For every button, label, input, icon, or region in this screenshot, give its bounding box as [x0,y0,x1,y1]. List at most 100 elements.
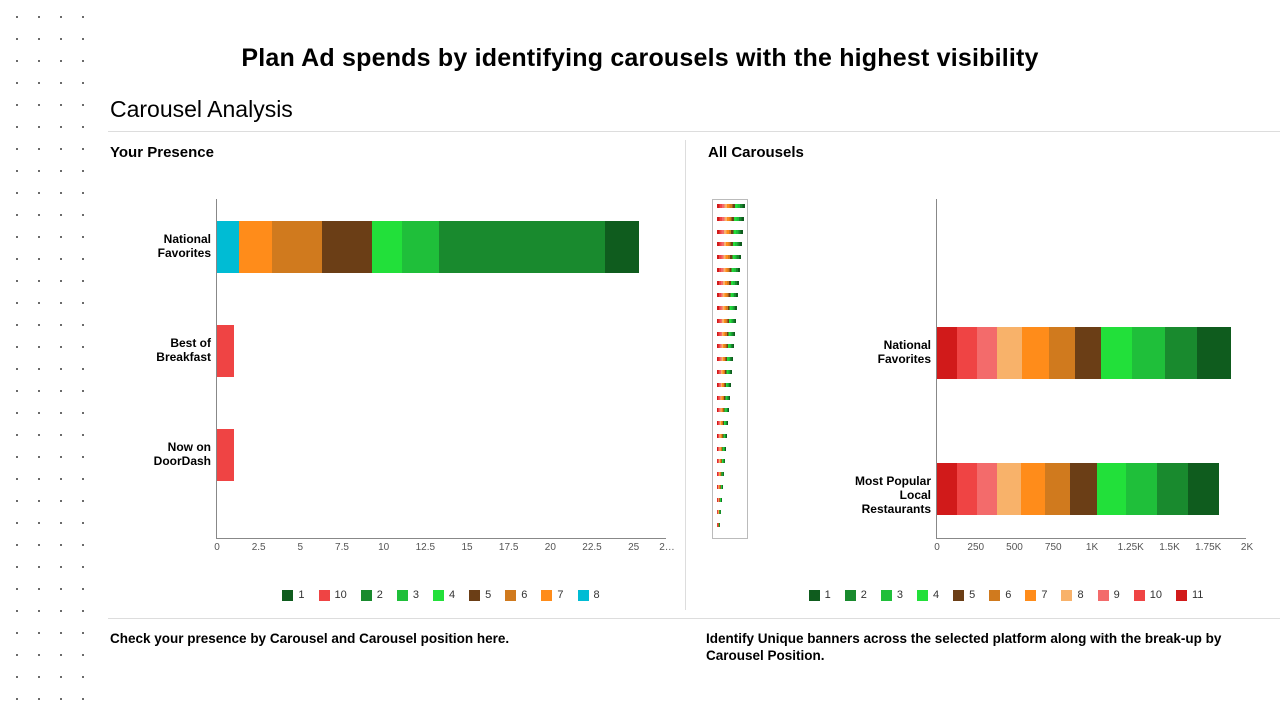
x-axis-tick: 1.25K [1118,542,1144,553]
legend-swatch [282,590,293,601]
bar-segment [439,221,606,273]
bar-segment [322,221,372,273]
legend-swatch [541,590,552,601]
bar-segment [1132,327,1165,379]
chart-plot: NationalFavoritesMost Popular LocalResta… [936,199,1246,539]
bar-row [217,429,234,481]
legend-label: 8 [1077,589,1083,601]
bar-segment [1070,463,1096,515]
legend-swatch [578,590,589,601]
legend-item: 3 [397,589,419,601]
x-axis-tick: 15 [461,542,472,553]
bar-segment [272,221,322,273]
legend-swatch [1025,590,1036,601]
legend-item: 2 [361,589,383,601]
thumbnail-bar [717,370,732,374]
page-title: Plan Ad spends by identifying carousels … [0,44,1280,73]
bar-row [937,463,1219,515]
bar-segment [977,327,997,379]
legend-swatch [881,590,892,601]
x-axis-tick: 25 [628,542,639,553]
page: Plan Ad spends by identifying carousels … [0,0,1280,720]
x-axis-tick: 7.5 [335,542,349,553]
x-axis-tick: 0 [934,542,940,553]
legend-label: 6 [521,589,527,601]
bar-segment [1021,463,1046,515]
legend-item: 1 [282,589,304,601]
your-presence-title: Your Presence [110,144,679,161]
legend-swatch [505,590,516,601]
legend-swatch [433,590,444,601]
legend-swatch [1134,590,1145,601]
legend-swatch [397,590,408,601]
bar-segment [217,429,234,481]
legend-swatch [953,590,964,601]
x-axis-tick: 1.75K [1195,542,1221,553]
y-axis-label: Best ofBreakfast [115,337,211,365]
overview-thumbnail-inner [717,204,743,534]
legend-label: 1 [298,589,304,601]
captions-row: Check your presence by Carousel and Caro… [108,618,1280,665]
all-carousels-title: All Carousels [708,144,1280,161]
bar-segment [1188,463,1219,515]
bar-segment [1075,327,1101,379]
bar-segment [1165,327,1198,379]
your-presence-chart: NationalFavoritesBest ofBreakfastNow onD… [108,169,679,589]
bar-row [217,221,639,273]
bar-segment [1126,463,1157,515]
x-axis-tick: 5 [298,542,304,553]
thumbnail-bar [717,383,731,387]
legend-item: 8 [578,589,600,601]
legend-swatch [319,590,330,601]
bar-segment [1049,327,1075,379]
legend-swatch [469,590,480,601]
x-axis-tick: 2.5 [252,542,266,553]
your-presence-caption: Check your presence by Carousel and Caro… [108,618,686,665]
x-axis-tick: 2… [659,542,675,553]
all-carousels-caption: Identify Unique banners across the selec… [686,618,1280,665]
legend-item: 10 [319,589,347,601]
legend-item: 4 [433,589,455,601]
legend-label: 2 [861,589,867,601]
thumbnail-bar [717,204,745,208]
legend-label: 3 [897,589,903,601]
all-carousels-column: All Carousels NationalFavoritesMost Popu… [686,140,1280,610]
legend-swatch [845,590,856,601]
thumbnail-bar [717,434,727,438]
legend-item: 3 [881,589,903,601]
x-axis-tick: 12.5 [416,542,435,553]
thumbnail-bar [717,421,728,425]
chart-legend: 1234567891011 [756,589,1256,601]
legend-label: 11 [1192,589,1203,601]
thumbnail-bar [717,396,730,400]
legend-label: 9 [1114,589,1120,601]
bar-segment [997,463,1020,515]
legend-item: 10 [1134,589,1162,601]
thumbnail-bar [717,485,723,489]
thumbnail-bar [717,293,738,297]
bar-segment [937,327,957,379]
bar-segment [1157,463,1188,515]
bar-segment [217,221,239,273]
thumbnail-bar [717,408,729,412]
legend-swatch [809,590,820,601]
bar-segment [372,221,402,273]
x-axis-tick: 1.5K [1159,542,1180,553]
legend-label: 4 [449,589,455,601]
y-axis-label: NationalFavorites [115,233,211,261]
legend-label: 5 [485,589,491,601]
x-axis-tick: 750 [1045,542,1062,553]
chart-legend: 1102345678 [216,589,666,601]
bar-segment [1101,327,1132,379]
bar-segment [977,463,997,515]
thumbnail-bar [717,332,735,336]
legend-label: 3 [413,589,419,601]
bar-segment [239,221,272,273]
x-axis-tick: 500 [1006,542,1023,553]
thumbnail-bar [717,306,737,310]
legend-label: 10 [1150,589,1162,601]
dot-pattern [0,0,100,720]
legend-swatch [361,590,372,601]
legend-item: 7 [1025,589,1047,601]
thumbnail-bar [717,230,743,234]
